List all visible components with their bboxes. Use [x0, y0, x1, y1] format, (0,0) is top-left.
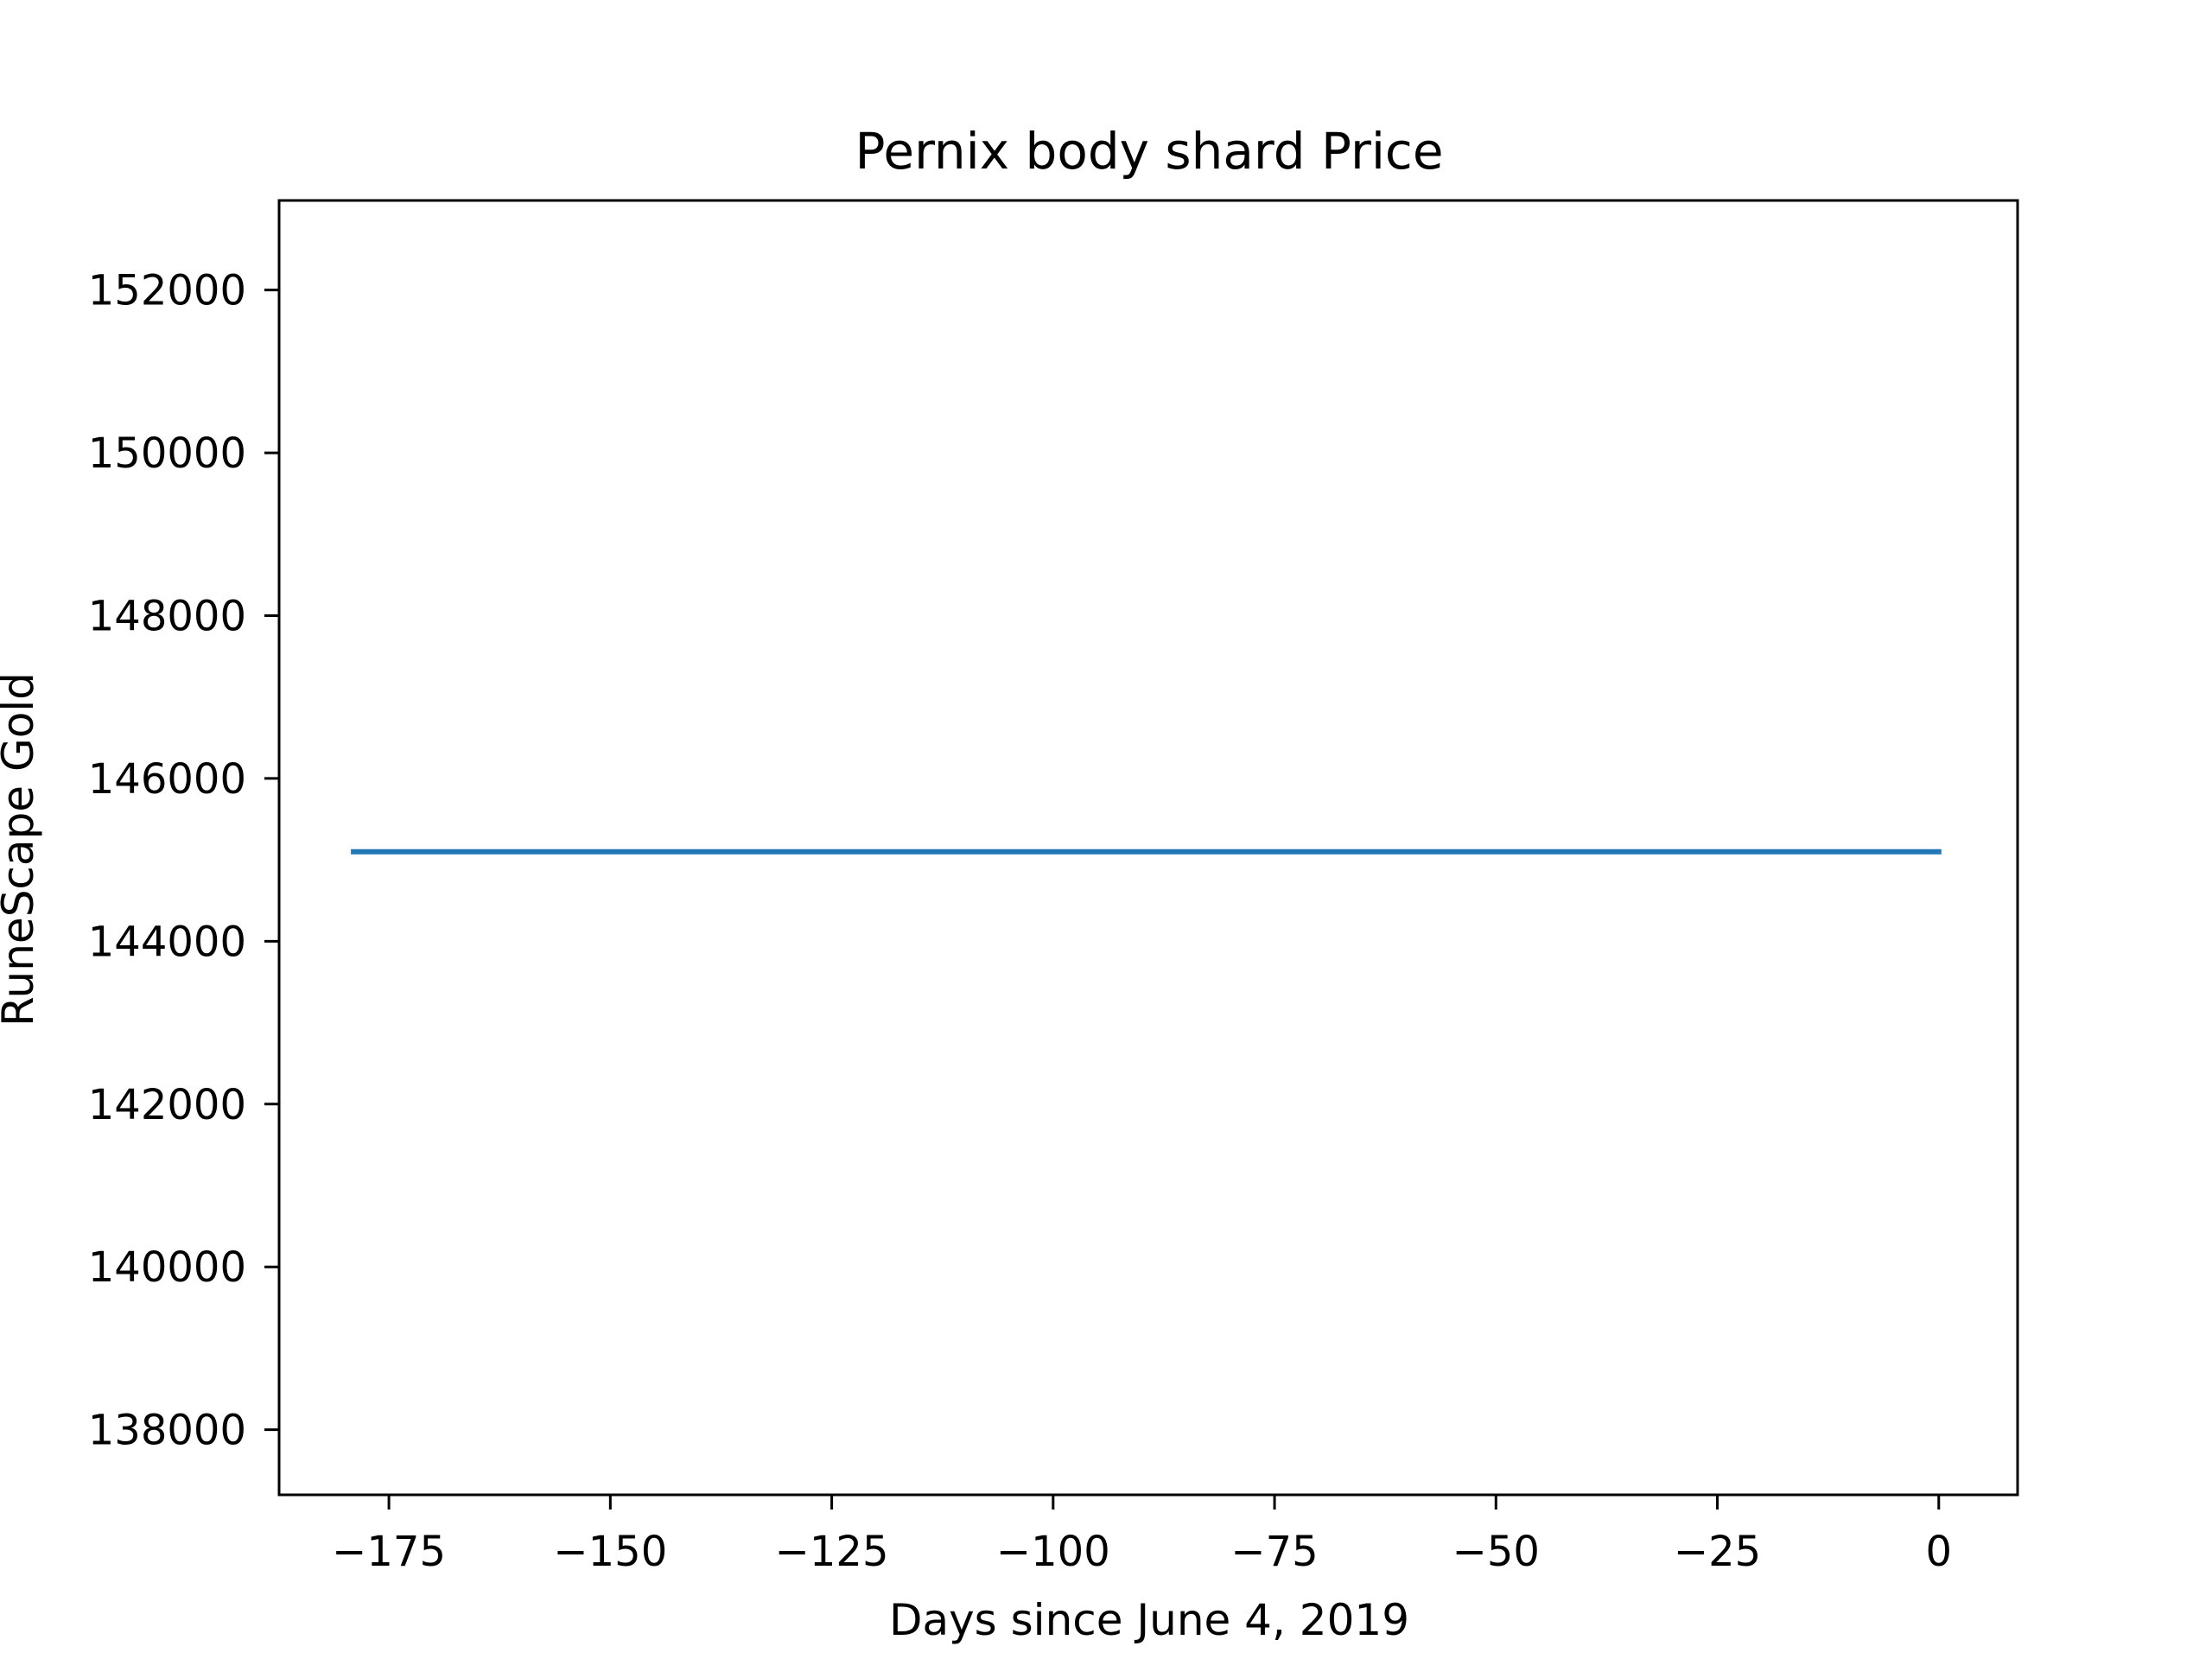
x-tick-label: −50	[1452, 1528, 1540, 1576]
y-tick-label: 142000	[88, 1081, 246, 1129]
y-tick-label: 150000	[88, 429, 246, 478]
x-tick-label: −75	[1230, 1528, 1318, 1576]
x-tick-label: 0	[1926, 1528, 1953, 1576]
chart-title: Pernix body shard Price	[855, 122, 1443, 181]
x-axis: −175 −150 −125 −100 −75 −50 −25 0	[332, 1495, 1952, 1576]
x-axis-label: Days since June 4, 2019	[889, 1595, 1409, 1645]
x-tick-label: −100	[996, 1528, 1110, 1576]
x-tick-label: −125	[775, 1528, 889, 1576]
y-tick-label: 140000	[88, 1243, 246, 1292]
plot-frame	[277, 199, 2019, 1497]
y-axis-label: RuneScape Gold	[0, 672, 43, 1027]
x-tick-label: −150	[553, 1528, 667, 1576]
y-tick-label: 144000	[88, 918, 246, 966]
x-tick-label: −175	[332, 1528, 446, 1576]
y-tick-label: 138000	[88, 1407, 246, 1455]
y-tick-label: 146000	[88, 755, 246, 804]
y-tick-label: 148000	[88, 592, 246, 640]
y-tick-label: 152000	[88, 267, 246, 315]
y-axis: 138000 140000 142000 144000 146000 148000 1500…	[88, 267, 279, 1455]
x-tick-label: −25	[1674, 1528, 1761, 1576]
